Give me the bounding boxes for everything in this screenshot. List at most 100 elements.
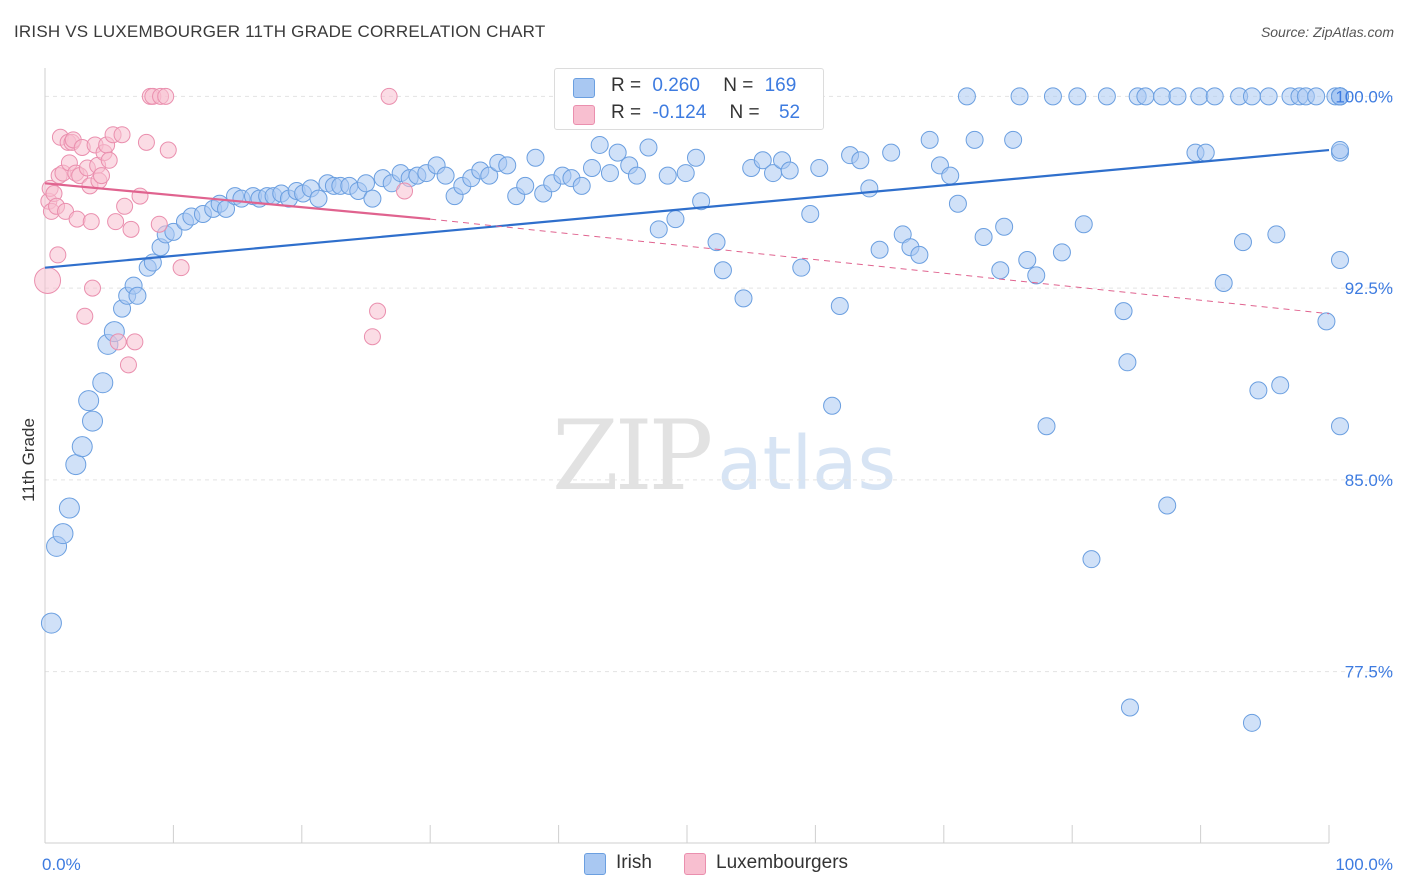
lux-point bbox=[369, 302, 387, 320]
irish-point bbox=[995, 217, 1014, 236]
irish-point bbox=[516, 176, 535, 195]
irish-point bbox=[1018, 251, 1037, 270]
lux-point bbox=[363, 328, 381, 346]
irish-point bbox=[851, 151, 870, 170]
irish-point bbox=[686, 148, 705, 167]
irish-trend-line bbox=[44, 148, 1330, 269]
irish-point bbox=[1068, 87, 1087, 106]
irish-point bbox=[1052, 243, 1071, 262]
irish-point bbox=[572, 176, 591, 195]
watermark: ZIP atlas bbox=[552, 400, 896, 512]
irish-point bbox=[1249, 381, 1268, 400]
y-axis-label: 11th Grade bbox=[19, 418, 38, 502]
lux-trend-line-dashed bbox=[430, 218, 1330, 315]
irish-point bbox=[780, 161, 799, 180]
axes bbox=[44, 68, 1330, 844]
irish-point bbox=[1331, 251, 1349, 270]
irish-point bbox=[608, 143, 627, 162]
irish-point bbox=[498, 156, 517, 175]
lux-point bbox=[84, 279, 102, 297]
irish-point bbox=[1118, 353, 1137, 372]
lux-point bbox=[107, 213, 125, 231]
irish-point bbox=[676, 164, 695, 183]
irish-point bbox=[71, 436, 93, 458]
luxembourger-points bbox=[34, 87, 414, 374]
irish-point bbox=[164, 222, 183, 241]
irish-point bbox=[870, 240, 889, 259]
irish-point bbox=[948, 194, 967, 213]
source-credit: Source: ZipAtlas.com bbox=[1260, 24, 1394, 40]
watermark-zip: ZIP bbox=[552, 400, 713, 512]
lux-r-value: -0.124 bbox=[652, 102, 707, 123]
irish-point bbox=[1267, 225, 1286, 244]
irish-point bbox=[52, 523, 74, 545]
irish-point bbox=[1120, 698, 1139, 717]
irish-point bbox=[1153, 87, 1172, 106]
tick-labels: 100.0% 92.5% 85.0% 77.5% 0.0% 100.0% 11th Grad… bbox=[19, 87, 1393, 874]
irish-point bbox=[882, 143, 901, 162]
irish-swatch bbox=[573, 78, 595, 98]
irish-point bbox=[1136, 87, 1155, 106]
irish-point bbox=[792, 258, 811, 277]
lux-n-label: N = bbox=[729, 102, 760, 123]
irish-point bbox=[78, 390, 100, 412]
irish-point bbox=[810, 158, 829, 177]
lux-trend-line-solid bbox=[44, 182, 431, 221]
irish-point bbox=[1233, 233, 1252, 252]
irish-point bbox=[600, 164, 619, 183]
irish-point bbox=[582, 158, 601, 177]
stats-legend: R = 0.260 N = 169 R = -0.124 N = 52 bbox=[554, 68, 824, 130]
lux-point bbox=[150, 215, 168, 233]
lux-point bbox=[34, 266, 62, 294]
lux-point bbox=[122, 220, 140, 238]
lux-point bbox=[116, 197, 134, 215]
irish-point bbox=[1307, 87, 1326, 106]
irish-point bbox=[1037, 417, 1056, 436]
watermark-atlas: atlas bbox=[717, 421, 897, 507]
irish-point bbox=[65, 454, 87, 476]
irish-point bbox=[526, 148, 545, 167]
lux-point bbox=[126, 333, 144, 351]
irish-point bbox=[920, 130, 939, 149]
lux-point bbox=[157, 87, 175, 105]
lux-legend-swatch bbox=[684, 853, 706, 875]
trend-lines bbox=[44, 148, 1330, 315]
irish-point bbox=[1271, 376, 1290, 395]
lux-point bbox=[159, 141, 177, 159]
irish-point bbox=[92, 372, 114, 394]
irish-point bbox=[436, 166, 455, 185]
irish-point bbox=[357, 174, 375, 193]
irish-point bbox=[639, 138, 658, 157]
lux-point bbox=[82, 213, 100, 231]
y-tick-label: 92.5% bbox=[1345, 279, 1393, 298]
irish-point bbox=[1158, 496, 1177, 515]
gridlines bbox=[45, 95, 1395, 673]
irish-point bbox=[1196, 143, 1215, 162]
irish-point bbox=[1242, 87, 1261, 106]
irish-point bbox=[1317, 312, 1336, 331]
lux-r-label: R = bbox=[611, 102, 642, 123]
irish-point bbox=[1004, 130, 1023, 149]
lux-point bbox=[100, 151, 118, 169]
irish-point bbox=[1331, 87, 1349, 106]
irish-point bbox=[658, 166, 677, 185]
irish-point bbox=[480, 166, 499, 185]
irish-point bbox=[649, 220, 668, 239]
irish-point bbox=[860, 179, 879, 198]
irish-r-value: 0.260 bbox=[652, 75, 700, 96]
lux-point bbox=[131, 187, 149, 205]
irish-point bbox=[1074, 215, 1093, 234]
irish-point bbox=[801, 204, 820, 223]
irish-point bbox=[974, 227, 993, 246]
irish-point bbox=[309, 189, 328, 208]
lux-point bbox=[109, 333, 127, 351]
irish-point bbox=[692, 192, 711, 211]
lux-point bbox=[380, 87, 398, 105]
lux-n-value: 52 bbox=[778, 102, 801, 123]
irish-point bbox=[910, 245, 929, 264]
irish-point bbox=[830, 297, 849, 316]
legend-irish-text: R = 0.260 N = 169 bbox=[611, 75, 796, 97]
lux-point bbox=[119, 356, 137, 374]
irish-legend-swatch bbox=[584, 853, 606, 875]
